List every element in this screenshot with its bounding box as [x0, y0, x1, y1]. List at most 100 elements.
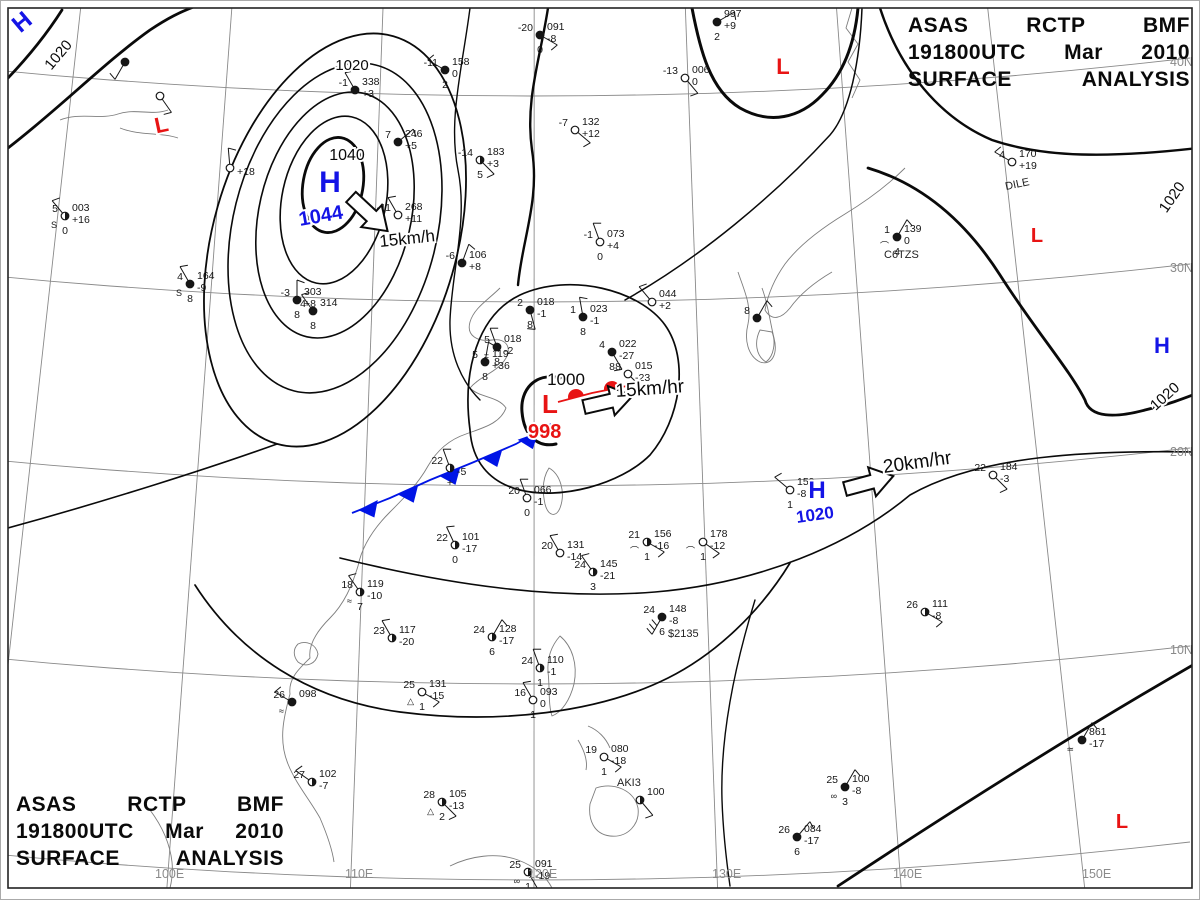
svg-text:861: 861: [1089, 726, 1107, 738]
station-circle: [308, 306, 318, 316]
svg-text:098: 098: [299, 688, 317, 700]
svg-text:19: 19: [585, 744, 597, 756]
svg-text:023: 023: [590, 303, 608, 315]
svg-text:0: 0: [540, 698, 546, 710]
isobar: [624, 8, 863, 301]
station-circle: [752, 313, 762, 323]
svg-text:-1: -1: [534, 496, 543, 508]
svg-text:139: 139: [904, 223, 922, 235]
station-circle: [440, 65, 450, 75]
svg-text:997: 997: [724, 8, 742, 20]
svg-text:8: 8: [294, 309, 300, 321]
svg-text:-1: -1: [339, 77, 348, 89]
station-circle: [1077, 735, 1087, 745]
station-circle: [785, 485, 795, 495]
svg-text:178: 178: [710, 528, 728, 540]
isobar: [721, 599, 756, 887]
wind-barb-tick: [645, 814, 654, 819]
svg-text:≈: ≈: [279, 706, 284, 716]
station-circle: [457, 258, 467, 268]
station-plot: [155, 91, 172, 115]
station-plot: 4 314 8: [300, 292, 338, 332]
wind-barb-tick: [634, 387, 643, 392]
station-half-cover: [593, 568, 597, 576]
wind-barb-tick: [774, 472, 782, 478]
wind-barb-tick: [527, 328, 536, 330]
svg-text:8: 8: [744, 305, 750, 317]
station-circle: [155, 91, 165, 101]
station-half-cover: [528, 868, 532, 876]
svg-text:158: 158: [452, 56, 470, 68]
svg-text:+: +: [447, 477, 453, 489]
svg-text:2: 2: [442, 79, 448, 91]
svg-text:S: S: [51, 220, 57, 230]
station-plot: -1 338+3: [339, 70, 380, 100]
latitude-label: 30N: [1170, 261, 1193, 275]
svg-text:4: 4: [300, 298, 306, 310]
station-half-cover: [392, 634, 396, 642]
svg-text:145: 145: [600, 558, 618, 570]
svg-text:110: 110: [547, 654, 564, 666]
station-plot: 20 066-1 0: [508, 478, 552, 519]
longitude-label: 100E: [155, 867, 184, 881]
station-plot: 24 148-8 6: [643, 603, 686, 638]
station-circle: [287, 697, 297, 707]
station-plot: +18: [225, 147, 255, 178]
station-circle: [595, 237, 605, 247]
svg-text:-2: -2: [504, 345, 513, 357]
ship-callsign-label: DILE: [1004, 176, 1030, 193]
wind-barb-tick: [651, 619, 658, 626]
wind-barb-tick: [614, 368, 623, 372]
coastline-path: [282, 287, 509, 863]
svg-text:+4: +4: [607, 240, 619, 252]
isobar-ring: [227, 62, 443, 394]
coastline-path: [449, 855, 553, 888]
svg-text:26: 26: [906, 599, 918, 611]
svg-text:066: 066: [534, 484, 552, 496]
svg-text:3: 3: [590, 581, 596, 593]
svg-text:22: 22: [431, 455, 443, 467]
svg-text:23: 23: [373, 625, 385, 637]
warm-front-line: [557, 384, 633, 403]
svg-text:-9: -9: [197, 282, 206, 294]
svg-text:164: 164: [197, 270, 215, 282]
station-half-cover: [640, 796, 644, 804]
svg-text:100: 100: [647, 786, 665, 798]
station-plot: 997+9 2: [712, 8, 742, 43]
svg-text:-3: -3: [1000, 473, 1009, 485]
chart-type: SURFACE ANALYSIS: [908, 68, 1190, 91]
station-half-cover: [925, 608, 929, 616]
svg-text:183: 183: [487, 146, 505, 158]
svg-text:28: 28: [423, 789, 435, 801]
station-plot: 24 145-21 3: [574, 553, 618, 593]
wind-barb-tick: [51, 197, 60, 202]
svg-text:314: 314: [320, 297, 338, 309]
station-plot: 1 023-1 8: [570, 296, 608, 338]
svg-text:-13: -13: [663, 65, 678, 77]
station-plot: 100: [635, 786, 665, 819]
station-plot: -1 073+4 0: [584, 222, 625, 263]
svg-text:20: 20: [541, 540, 553, 552]
svg-text:5: 5: [52, 203, 58, 215]
wind-barb-tick: [427, 54, 435, 61]
svg-text:3: 3: [842, 796, 848, 808]
wind-barb-tick: [530, 889, 538, 890]
svg-text:-15: -15: [429, 690, 444, 702]
station-plot: 8 015-23: [615, 360, 653, 392]
longitude-label: 140E: [893, 867, 922, 881]
station-plot: 044+2: [638, 283, 677, 312]
station-plot: 19 080-18 1: [585, 743, 628, 778]
low-center-symbol: L: [776, 54, 789, 79]
station-circle: [417, 687, 427, 697]
station-circle: [712, 17, 722, 27]
svg-text:26: 26: [273, 689, 285, 701]
svg-text:+16: +16: [72, 214, 90, 226]
svg-text:268: 268: [405, 201, 423, 213]
station-circle: [657, 612, 667, 622]
station-circle: [570, 125, 580, 135]
station-half-cover: [312, 778, 316, 786]
svg-text:0: 0: [537, 44, 543, 56]
wind-barb-tick: [412, 128, 417, 137]
